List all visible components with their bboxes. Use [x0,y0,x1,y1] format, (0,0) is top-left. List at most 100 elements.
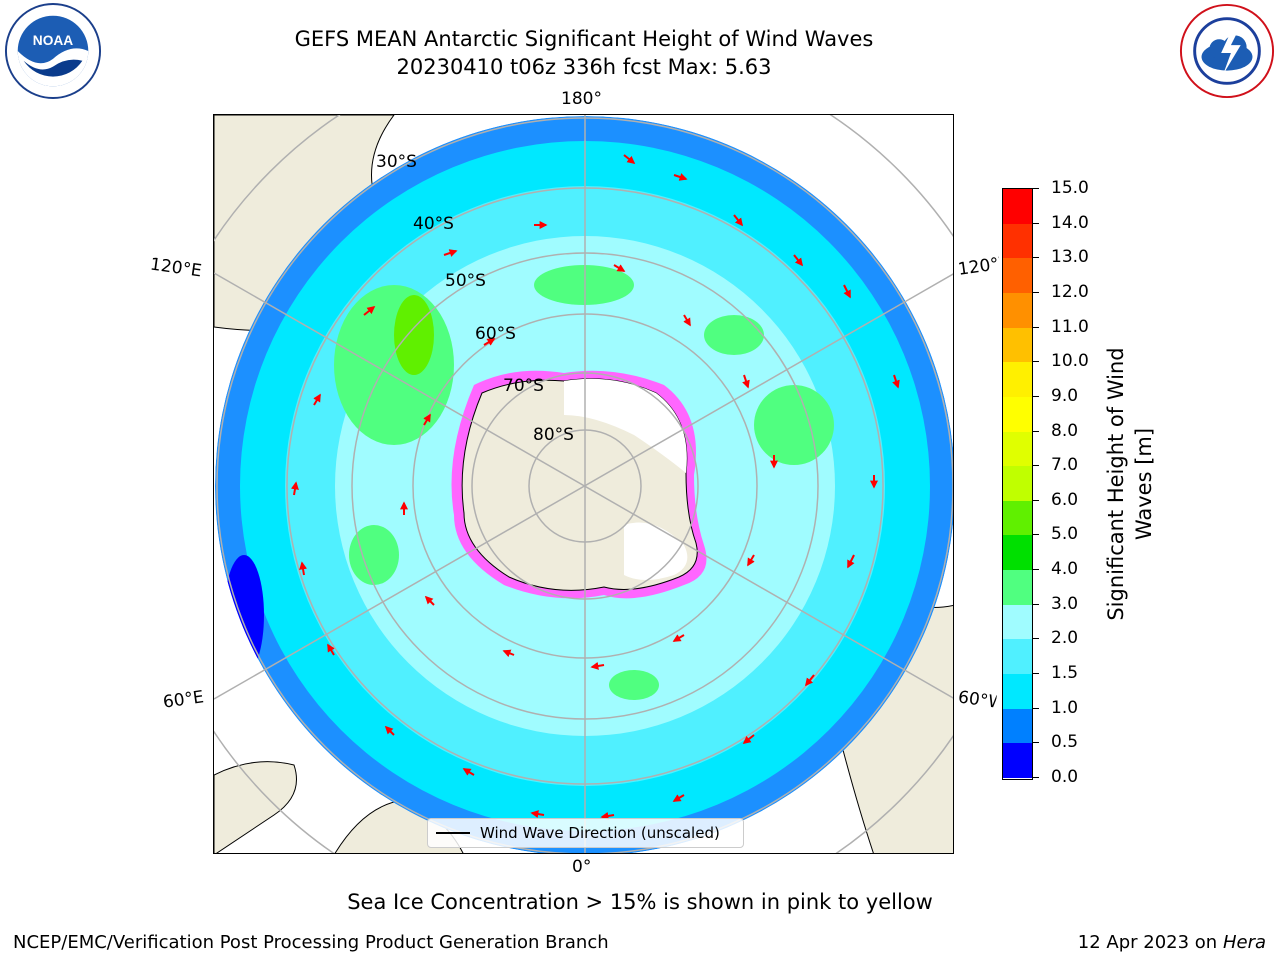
colorbar-tick-label: 12.0 [1051,281,1089,302]
colorbar-tick-mark [1033,395,1039,397]
colorbar-tick-mark [1033,707,1039,709]
colorbar-tick-mark [1033,257,1039,259]
colorbar-tick-mark [1033,603,1039,605]
footer-date-text: 12 Apr 2023 on [1077,932,1223,953]
colorbar-tick-mark [1033,222,1039,224]
noaa-logo: NOAA [4,2,102,100]
colorbar-tick-label: 10.0 [1051,351,1089,372]
arrow [424,595,435,606]
chart-title: GEFS MEAN Antarctic Significant Height o… [294,27,874,51]
colorbar-label-line1: Significant Height of Wind [1104,347,1128,621]
footer-credit: NCEP/EMC/Verification Post Processing Pr… [13,932,609,953]
arrow [291,481,299,496]
arrow [462,768,475,776]
colorbar-tick-label: 6.0 [1051,489,1079,510]
arrow [733,214,743,227]
colorbar-tick-label: 1.5 [1051,663,1079,684]
colorbar-tick-mark [1033,673,1039,675]
colorbar-tick-mark [1033,188,1039,189]
polar-map-canvas [214,115,953,853]
colorbar-tick-label: 2.0 [1051,628,1079,649]
colorbar-tick-mark [1033,465,1039,467]
lat-label-50s: 50°S [445,271,486,291]
legend-line-swatch [436,832,470,834]
colorbar-segment [1003,189,1032,224]
arrow [530,810,545,818]
colorbar-segment [1003,258,1032,293]
lon-label-120w: 120°W [956,254,1002,280]
arrow [600,812,615,820]
arrow [672,794,685,802]
lat-label-80s: 80°S [533,425,574,445]
colorbar-segment [1003,639,1032,675]
colorbar-segment [1003,396,1032,432]
colorbar-segment [1003,500,1032,536]
colorbar-tick-label: 3.0 [1051,593,1079,614]
colorbar-segment [1003,362,1032,397]
colorbar-tick-mark [1033,291,1039,293]
colorbar-tick-label: 0.0 [1051,767,1079,787]
sea-ice-note: Sea Ice Concentration > 15% is shown in … [347,890,933,914]
arrow [363,306,376,316]
colorbar-segment [1003,604,1032,640]
colorbar-label-line2: Waves [m] [1132,427,1156,541]
colorbar-tick-label: 15.0 [1051,178,1089,198]
arrow [805,674,815,687]
arrow [384,725,395,736]
colorbar-segment [1003,466,1032,501]
footer-host: Hera [1222,932,1266,953]
arrow [443,249,458,257]
colorbar-tick-mark [1033,499,1039,501]
colorbar-tick-mark [1033,777,1039,778]
colorbar-segment [1003,327,1032,363]
colorbar-tick-label: 5.0 [1051,524,1079,545]
colorbar-segment [1003,570,1032,605]
colorbar-tick-label: 7.0 [1051,455,1079,476]
colorbar-segment [1003,708,1032,744]
arrow [623,154,636,164]
colorbar [1002,188,1033,780]
noaa-logo-text: NOAA [33,33,73,48]
map-legend: Wind Wave Direction (unscaled) [427,818,744,848]
colorbar-tick-label: 1.0 [1051,697,1079,718]
lon-label-60w: 60°W [956,687,998,713]
colorbar-segment [1003,292,1032,328]
lat-label-70s: 70°S [503,376,544,396]
lon-label-60e: 60°E [161,687,206,713]
colorbar-tick-label: 14.0 [1051,212,1089,233]
lat-label-30s: 30°S [376,152,417,172]
colorbar-label: Significant Height of Wind Waves [m] [1102,304,1158,664]
meridian-60e-120w [214,273,953,700]
arrow [327,643,335,656]
colorbar-tick-mark [1033,430,1039,432]
arrow [847,554,855,569]
arrow [892,374,900,389]
colorbar-tick-mark [1033,534,1039,536]
colorbar-tick-mark [1033,326,1039,328]
arrow [683,314,691,327]
colorbar-tick-mark [1033,361,1039,363]
colorbar-tick-mark [1033,569,1039,571]
graticule [214,115,953,853]
colorbar-segment [1003,535,1032,571]
colorbar-segment [1003,431,1032,467]
arrow [742,734,755,744]
colorbar-tick-label: 0.5 [1051,732,1079,753]
arrow [299,561,307,576]
arrow [613,264,626,272]
arrow [423,413,431,426]
arrow [673,173,688,181]
arrow [483,338,496,346]
wind-wave-arrows [291,154,900,820]
lon-label-0: 0° [572,857,592,877]
polar-map: 30°S 40°S 50°S 60°S 70°S 80°S [213,114,954,854]
colorbar-tick-mark [1033,742,1039,744]
lon-label-120e: 120°E [148,254,203,282]
colorbar-tick-label: 8.0 [1051,420,1079,441]
colorbar-tick-label: 13.0 [1051,247,1089,268]
colorbar-tick-mark [1033,638,1039,640]
arrow [793,254,803,267]
lat-label-40s: 40°S [413,214,454,234]
arrow [843,284,851,299]
arrow [747,554,755,567]
